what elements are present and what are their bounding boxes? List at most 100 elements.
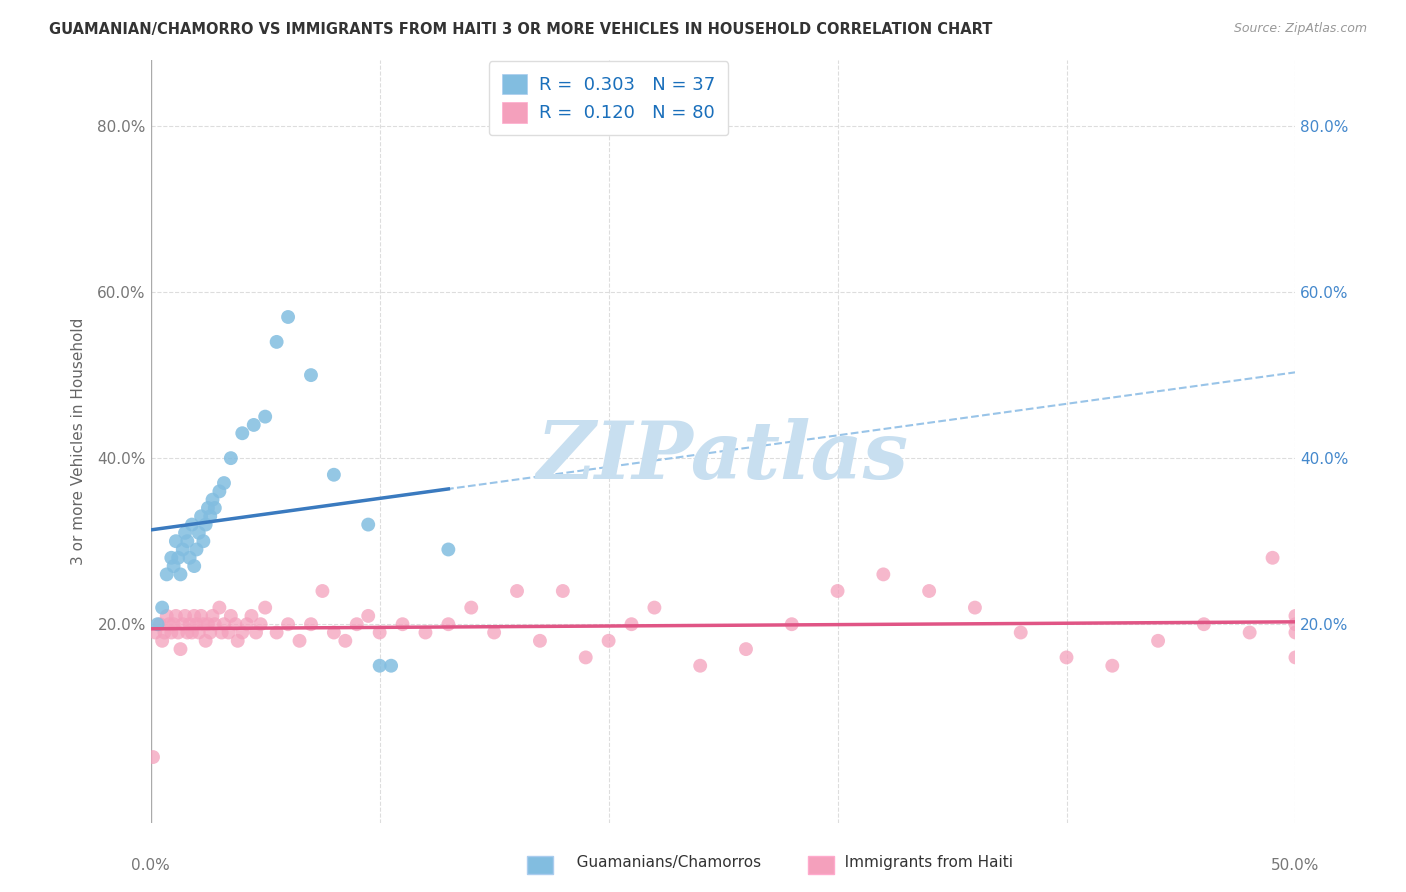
Text: Source: ZipAtlas.com: Source: ZipAtlas.com [1233,22,1367,36]
Point [201,608,224,623]
Point [187,525,209,540]
Point [150,633,173,648]
Point [149,617,172,632]
Point [190,509,212,524]
Point [551,584,574,599]
Point [1010,625,1032,640]
Point [482,625,505,640]
Point [142,750,165,764]
Point [460,600,482,615]
Point [169,642,191,657]
Text: 50.0%: 50.0% [1271,858,1320,873]
Point [201,492,224,507]
Point [254,600,277,615]
Point [872,567,894,582]
Point [780,617,803,632]
Point [1284,608,1306,623]
Point [153,625,176,640]
Point [218,625,240,640]
Point [437,617,460,632]
Point [156,608,179,623]
Point [529,633,551,648]
Point [240,608,263,623]
Point [226,633,249,648]
Point [266,334,288,349]
Point [322,625,344,640]
Point [190,608,212,623]
Point [236,617,259,632]
Point [299,368,322,383]
Point [169,567,191,582]
Point [391,617,413,632]
Point [197,500,219,515]
Point [219,608,242,623]
Point [735,642,758,657]
Point [266,625,288,640]
Point [643,600,665,615]
Point [1147,633,1170,648]
Point [197,617,219,632]
Point [167,625,190,640]
Point [174,525,197,540]
Point [186,617,208,632]
Point [193,534,215,549]
Point [165,534,187,549]
Point [598,633,620,648]
Point [506,584,529,599]
Point [167,550,190,565]
Text: 0.0%: 0.0% [131,858,170,873]
Point [346,617,368,632]
Point [162,617,184,632]
Point [172,542,194,557]
Point [963,600,986,615]
Point [200,509,222,524]
Point [357,608,380,623]
Point [183,559,205,574]
Point [322,467,344,482]
Text: Guamanians/Chamorros: Guamanians/Chamorros [562,855,762,870]
Point [249,617,271,632]
Point [1101,658,1123,673]
Point [299,617,322,632]
Point [146,617,169,632]
Point [211,625,233,640]
Point [1284,625,1306,640]
Point [176,534,198,549]
Point [208,600,231,615]
Point [204,617,226,632]
Point [437,542,460,557]
Point [918,584,941,599]
Point [179,550,201,565]
Point [224,617,246,632]
Legend: R =  0.303   N = 37, R =  0.120   N = 80: R = 0.303 N = 37, R = 0.120 N = 80 [489,61,728,136]
Point [204,500,226,515]
Point [231,625,253,640]
Point [208,484,231,499]
Y-axis label: 3 or more Vehicles in Household: 3 or more Vehicles in Household [72,318,86,566]
Point [183,608,205,623]
Text: GUAMANIAN/CHAMORRO VS IMMIGRANTS FROM HAITI 3 OR MORE VEHICLES IN HOUSEHOLD CORR: GUAMANIAN/CHAMORRO VS IMMIGRANTS FROM HA… [49,22,993,37]
Point [1239,625,1261,640]
Point [219,451,242,466]
Point [335,633,357,648]
Point [575,650,598,665]
Point [212,617,235,632]
Point [368,625,391,640]
Point [357,517,380,532]
Point [689,658,711,673]
Point [143,625,166,640]
Point [200,625,222,640]
Text: ZIPatlas: ZIPatlas [537,418,910,496]
Point [212,476,235,491]
Point [254,409,277,424]
Point [1261,550,1284,565]
Point [194,633,217,648]
Point [620,617,643,632]
Point [1284,617,1306,632]
Point [176,625,198,640]
Point [162,559,184,574]
Point [156,567,179,582]
Point [181,625,204,640]
Point [245,625,267,640]
Point [179,617,201,632]
